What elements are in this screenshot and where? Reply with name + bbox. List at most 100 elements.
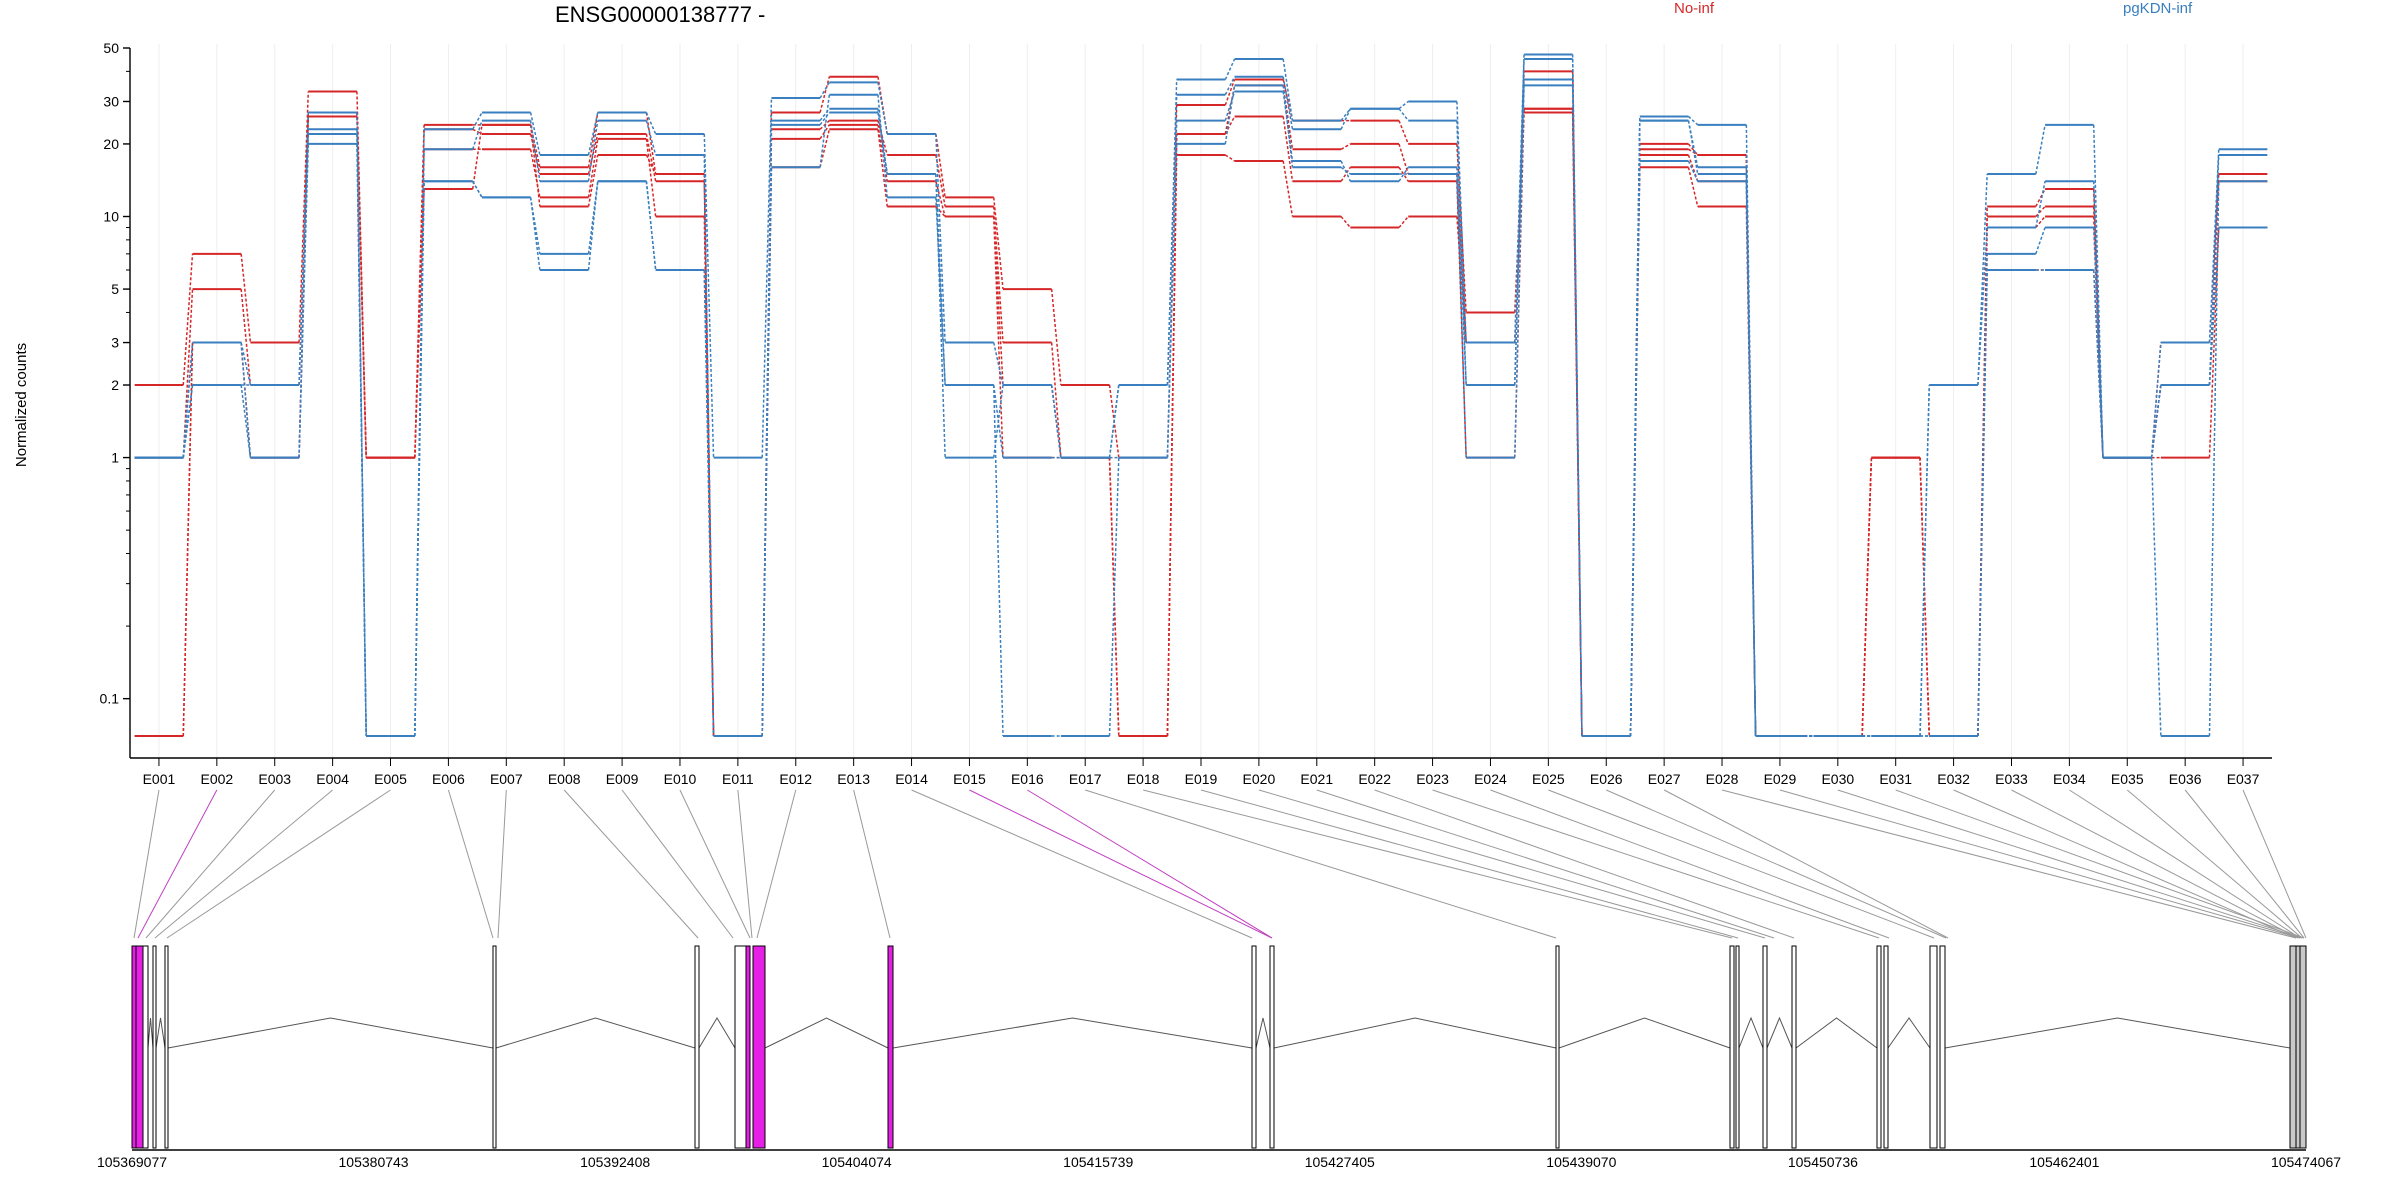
coord-label: 105369077 (97, 1154, 167, 1170)
exon-block (1876, 945, 1882, 1149)
x-tick-label-e010: E010 (664, 771, 697, 787)
data-connector (935, 181, 946, 217)
connector-e017 (1085, 789, 1557, 939)
x-tick-label-e007: E007 (490, 771, 523, 787)
exon-block (887, 945, 894, 1149)
data-connector (1919, 457, 1931, 737)
data-connector (877, 82, 888, 135)
y-tick-label: 5 (111, 281, 119, 297)
data-connector (992, 384, 1004, 737)
y-tick-label: 0.1 (100, 691, 120, 707)
data-connector (1514, 85, 1525, 458)
x-tick-label-e017: E017 (1069, 771, 1102, 787)
pgkdn-inf-series-8 (134, 84, 2268, 737)
data-connector (471, 124, 483, 190)
x-axis: E001 E002 E003 E004 E005 E006 E007 E008 E009 E010… (130, 757, 2272, 787)
data-connector (1050, 384, 1062, 458)
data-connector (1398, 108, 1409, 122)
x-tick-label-e020: E020 (1243, 771, 1276, 787)
data-connector (645, 133, 657, 182)
y-tick-label: 30 (103, 93, 119, 109)
data-connector (240, 342, 252, 386)
exon-block (2289, 945, 2297, 1149)
connector-e011 (737, 789, 753, 939)
data-connector (703, 154, 715, 737)
data-connector (2092, 227, 2104, 458)
y-tick-label: 50 (103, 40, 119, 56)
data-connector (1282, 116, 1294, 182)
connector-e035 (2126, 789, 2303, 939)
data-connector (1340, 216, 1351, 229)
exon-block (745, 945, 751, 1149)
data-connector (877, 120, 888, 156)
y-tick-label: 10 (103, 209, 119, 225)
connector-e013 (853, 789, 891, 939)
connector-e015 (969, 789, 1273, 939)
intron (1944, 1017, 2291, 1049)
data-connector (1282, 160, 1294, 217)
data-connector (1687, 160, 1699, 182)
connector-e027 (1663, 789, 1949, 939)
coord-label: 105450736 (1788, 1154, 1858, 1170)
x-tick-label-e025: E025 (1532, 771, 1565, 787)
data-connector (1224, 76, 1236, 96)
data-connector (587, 112, 599, 168)
x-tick-label-e031: E031 (1879, 771, 1912, 787)
y-axis-label: Normalized counts (13, 343, 30, 467)
exon-block (734, 945, 747, 1149)
data-connector (992, 216, 1004, 386)
data-connector (298, 143, 310, 458)
data-connector (2092, 269, 2104, 458)
data-connector (993, 197, 1004, 290)
data-connector (529, 197, 541, 271)
data-connector (2150, 457, 2162, 737)
series-layer (134, 53, 2268, 737)
intron (155, 1017, 166, 1049)
data-connector (1398, 216, 1409, 229)
data-connector (819, 112, 830, 126)
data-connector (645, 138, 657, 217)
data-connector (182, 253, 194, 386)
data-connector (356, 143, 367, 737)
intron (167, 1017, 494, 1049)
data-connector (2035, 206, 2046, 218)
data-connector (1688, 148, 1699, 156)
data-connector (1398, 166, 1409, 182)
coord-label: 105380743 (339, 1154, 409, 1170)
data-connector (645, 181, 657, 271)
x-tick-label-e012: E012 (779, 771, 812, 787)
data-connector (877, 94, 888, 198)
intron (1795, 1017, 1878, 1049)
data-connector (182, 384, 194, 458)
data-connector (645, 120, 657, 156)
exon-block (1251, 945, 1257, 1149)
coord-label: 105439070 (1546, 1154, 1616, 1170)
exon-block (1883, 945, 1889, 1149)
x-tick-label-e003: E003 (258, 771, 291, 787)
exon-block (1555, 945, 1560, 1149)
intron (1738, 1016, 1764, 1049)
data-connector (1340, 166, 1351, 175)
exon-block (152, 945, 157, 1149)
y-tick-label: 20 (103, 136, 119, 152)
x-tick-label-e004: E004 (316, 771, 349, 787)
data-connector (1687, 115, 1699, 126)
coord-label: 105462401 (2029, 1154, 2099, 1170)
data-connector (1224, 116, 1236, 135)
connector-e024 (1490, 789, 1890, 939)
exon-block (2295, 945, 2301, 1149)
data-connector (2208, 149, 2220, 343)
connector-e003 (145, 789, 276, 939)
exon-block (1735, 945, 1740, 1149)
grid-lines (158, 44, 2244, 758)
data-connector (1224, 79, 1236, 106)
x-tick-label-e019: E019 (1185, 771, 1218, 787)
data-connector (877, 124, 888, 182)
genomic-coordinate-axis: 105369077 105380743 105392408 105404074 1054… (97, 1149, 2341, 1170)
x-tick-label-e018: E018 (1127, 771, 1160, 787)
coord-label: 105474067 (2271, 1154, 2341, 1170)
exon-block (164, 945, 169, 1149)
data-connector (529, 120, 541, 182)
intron (1766, 1016, 1793, 1049)
data-connector (645, 154, 657, 175)
